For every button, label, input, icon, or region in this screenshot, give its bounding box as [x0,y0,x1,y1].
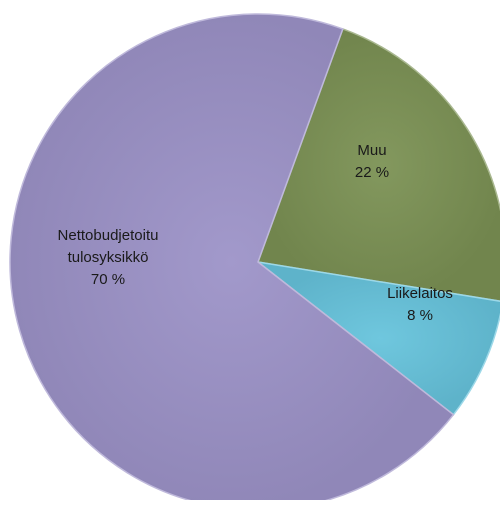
slice-name-line: Liikelaitos [387,285,453,302]
slice-value-label: 22 % [355,164,389,181]
slice-name-line: Muu [357,142,386,159]
slice-value-label: 70 % [91,271,125,288]
slice-value-label: 8 % [407,307,433,324]
slice-name-line: tulosyksikkö [68,249,149,266]
slice-name-line: Nettobudjetoitu [58,227,159,244]
